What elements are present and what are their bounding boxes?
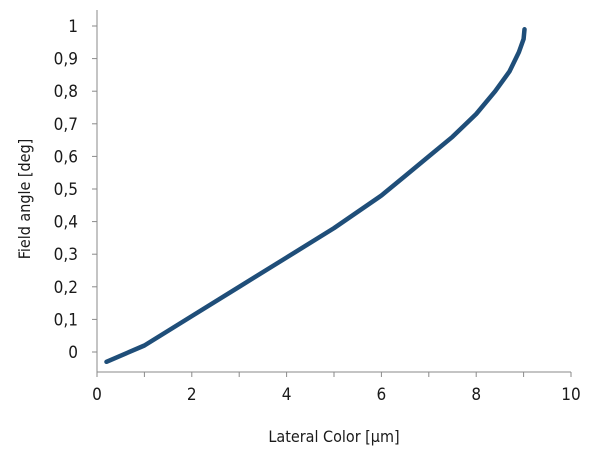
y-tick-labels: 0 0,1 0,2 0,3 0,4 0,5 0,6 0,7 0,8 0,9 1 xyxy=(54,17,78,363)
y-tick-label: 0,3 xyxy=(54,245,78,265)
y-tick-label: 0,1 xyxy=(54,310,78,330)
x-tick-label: 6 xyxy=(377,385,387,405)
x-tick-label: 8 xyxy=(471,385,481,405)
y-tick-label: 0,4 xyxy=(54,213,78,233)
y-tick-label: 0,8 xyxy=(54,82,78,102)
tick-marks xyxy=(92,25,572,377)
y-tick-label: 0,7 xyxy=(54,115,78,135)
axes xyxy=(96,10,571,373)
y-tick-label: 0,2 xyxy=(54,278,78,298)
y-tick-label: 0,9 xyxy=(54,50,78,70)
x-tick-labels: 0 2 4 6 8 10 xyxy=(92,385,581,405)
series-group xyxy=(104,27,527,365)
x-axis-title: Lateral Color [µm] xyxy=(268,427,399,446)
series-line xyxy=(104,27,527,365)
x-tick-label: 10 xyxy=(561,385,580,405)
y-tick-label: 0,6 xyxy=(54,147,78,167)
y-tick-label: 1 xyxy=(68,17,78,37)
y-tick-label: 0,5 xyxy=(54,180,78,200)
x-tick-label: 0 xyxy=(92,385,102,405)
x-tick-label: 2 xyxy=(187,385,197,405)
x-tick-label: 4 xyxy=(282,385,292,405)
y-tick-label: 0 xyxy=(68,343,78,363)
y-axis-title: Field angle [deg] xyxy=(15,139,34,260)
